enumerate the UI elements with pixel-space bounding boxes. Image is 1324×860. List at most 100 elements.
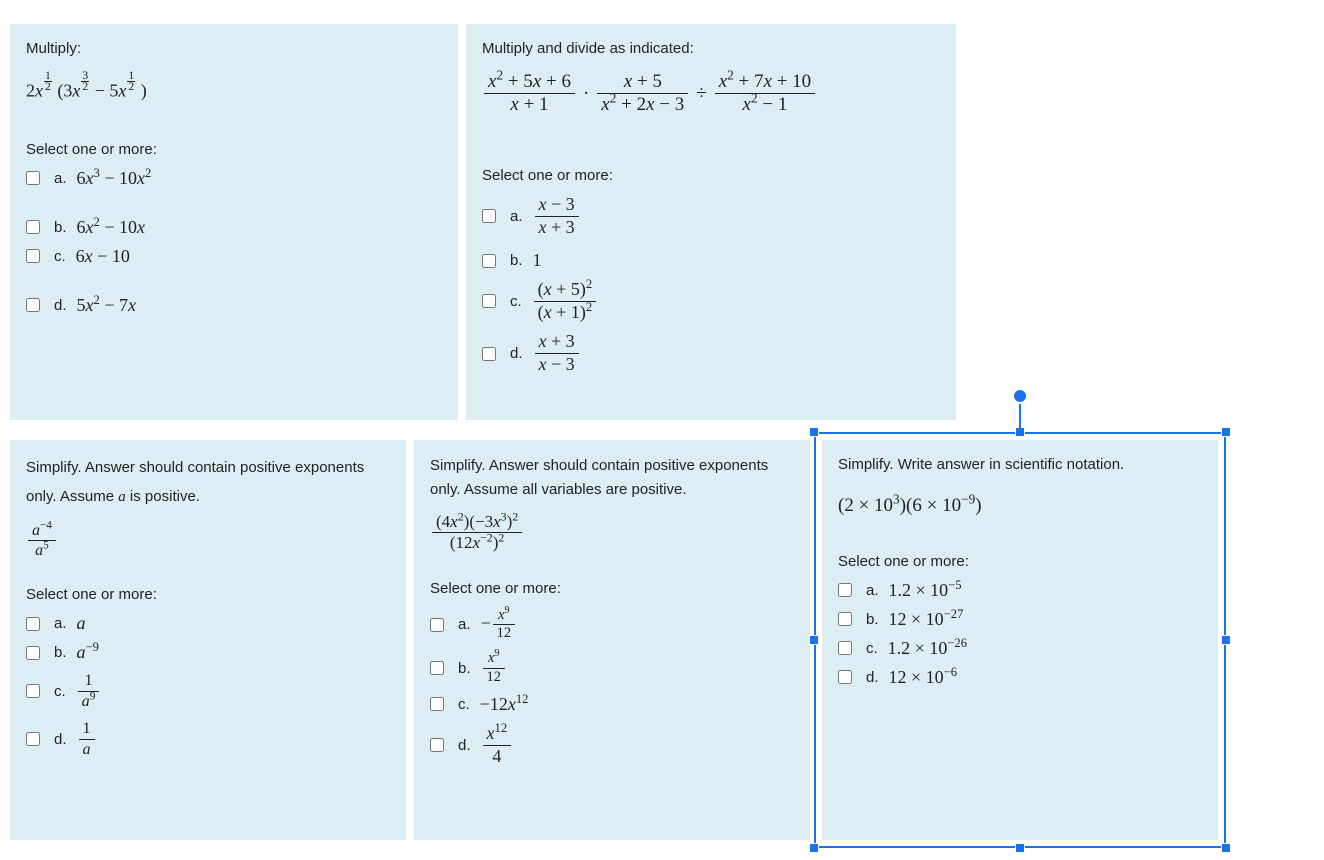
answer-option[interactable]: a. −x912 (430, 607, 794, 643)
select-label: Select one or more: (430, 580, 794, 597)
option-letter: b. (54, 644, 67, 661)
expression: x2 + 5x + 6x + 1·x + 5x2 + 2x − 3÷x2 + 7… (482, 71, 940, 118)
select-label: Select one or more: (26, 141, 442, 158)
handle-sw[interactable] (809, 843, 819, 853)
option-expression: x912 (481, 650, 507, 686)
option-expression: x − 3x + 3 (533, 194, 581, 238)
option-expression: 1a9 (76, 671, 102, 711)
answer-checkbox[interactable] (26, 171, 40, 185)
answer-checkbox[interactable] (430, 697, 444, 711)
answer-checkbox[interactable] (430, 738, 444, 752)
answer-checkbox[interactable] (430, 618, 444, 632)
question-card-1: Multiply: 2x12 (3x32 − 5x12 ) Select one… (10, 24, 458, 420)
answer-checkbox[interactable] (26, 249, 40, 263)
answer-checkbox[interactable] (482, 209, 496, 223)
option-expression: x + 3x − 3 (533, 331, 581, 375)
prompt-text: Simplify. Answer should contain positive… (430, 454, 794, 502)
expression: 2x12 (3x32 − 5x12 ) (26, 71, 442, 101)
answer-option[interactable]: b.1 (482, 250, 940, 271)
select-label: Select one or more: (26, 586, 390, 603)
option-expression: 12 × 10−27 (889, 609, 964, 630)
option-expression: 6x2 − 10x (77, 217, 145, 238)
options-list: a. 1.2 × 10−5 b.12 × 10−27 c.1.2 × 10−26 d.1… (838, 580, 1202, 688)
option-letter: a. (458, 616, 471, 633)
prompt-text: Multiply and divide as indicated: (482, 38, 940, 61)
select-label: Select one or more: (482, 167, 940, 184)
answer-option[interactable]: c.1.2 × 10−26 (838, 638, 1202, 659)
handle-s[interactable] (1015, 843, 1025, 853)
option-letter: c. (458, 696, 470, 713)
option-expression: 12 × 10−6 (889, 667, 958, 688)
option-expression: (x + 5)2(x + 1)2 (532, 279, 598, 323)
answer-checkbox[interactable] (26, 646, 40, 660)
answer-option[interactable]: b. x912 (430, 650, 794, 686)
answer-checkbox[interactable] (838, 670, 852, 684)
option-expression: 1.2 × 10−5 (889, 580, 962, 601)
option-letter: b. (510, 252, 523, 269)
prompt-text: Multiply: (26, 38, 442, 61)
answer-option[interactable]: a. 1.2 × 10−5 (838, 580, 1202, 601)
answer-checkbox[interactable] (482, 347, 496, 361)
answer-checkbox[interactable] (26, 298, 40, 312)
option-letter: d. (510, 345, 523, 362)
answer-checkbox[interactable] (26, 684, 40, 698)
answer-option[interactable]: b.12 × 10−27 (838, 609, 1202, 630)
answer-option[interactable]: a. a (26, 613, 390, 634)
option-expression: 1a (77, 719, 97, 759)
options-list: a.x − 3x + 3 b.1 c. (x + 5)2(x + 1)2 d. x + 3… (482, 194, 940, 376)
option-expression: 6x3 − 10x2 (77, 168, 152, 189)
option-expression: −x912 (481, 607, 518, 643)
option-letter: d. (54, 731, 67, 748)
answer-checkbox[interactable] (26, 220, 40, 234)
answer-option[interactable]: b. 6x2 − 10x (26, 217, 442, 238)
question-card-4: Simplify. Answer should contain positive… (414, 440, 810, 840)
expression: (2 × 103)(6 × 10−9) (838, 495, 1202, 517)
option-letter: c. (510, 293, 522, 310)
answer-checkbox[interactable] (838, 612, 852, 626)
answer-checkbox[interactable] (482, 254, 496, 268)
handle-w[interactable] (809, 635, 819, 645)
handle-nw[interactable] (809, 427, 819, 437)
answer-option[interactable]: d. x + 3x − 3 (482, 331, 940, 375)
answer-option[interactable]: d. 1a (26, 719, 390, 759)
option-letter: a. (54, 170, 67, 187)
option-letter: b. (458, 660, 471, 677)
answer-checkbox[interactable] (838, 583, 852, 597)
answer-option[interactable]: c. −12x12 (430, 694, 794, 715)
option-letter: c. (54, 683, 66, 700)
options-list: a. 6x3 − 10x2 b. 6x2 − 10x c.6x − 10 d.5x2 − … (26, 168, 442, 316)
option-expression: 5x2 − 7x (77, 295, 136, 316)
answer-option[interactable]: a.x − 3x + 3 (482, 194, 940, 238)
answer-checkbox[interactable] (430, 661, 444, 675)
answer-option[interactable]: d.5x2 − 7x (26, 295, 442, 316)
expression: (4x2)(−3x3)2(12x−2)2 (430, 512, 794, 554)
option-letter: d. (458, 737, 471, 754)
handle-se[interactable] (1221, 843, 1231, 853)
option-expression: a−9 (77, 642, 99, 663)
rotation-handle[interactable] (1012, 388, 1028, 404)
select-label: Select one or more: (838, 553, 1202, 570)
option-letter: c. (54, 248, 66, 265)
answer-checkbox[interactable] (26, 732, 40, 746)
option-letter: b. (54, 219, 67, 236)
option-letter: a. (54, 615, 67, 632)
expression: a−4a5 (26, 521, 390, 560)
answer-option[interactable]: d. x124 (430, 723, 794, 767)
option-expression: x124 (481, 723, 514, 767)
handle-e[interactable] (1221, 635, 1231, 645)
option-expression: −12x12 (480, 694, 529, 715)
prompt-text: Simplify. Answer should contain positive… (26, 454, 390, 511)
answer-option[interactable]: d.12 × 10−6 (838, 667, 1202, 688)
answer-option[interactable]: b. a−9 (26, 642, 390, 663)
answer-checkbox[interactable] (26, 617, 40, 631)
option-expression: a (77, 613, 86, 634)
answer-checkbox[interactable] (838, 641, 852, 655)
answer-checkbox[interactable] (482, 294, 496, 308)
handle-ne[interactable] (1221, 427, 1231, 437)
options-list: a. −x912 b. x912 c. −12x12 d. x124 (430, 607, 794, 767)
option-letter: a. (866, 582, 879, 599)
answer-option[interactable]: c. 1a9 (26, 671, 390, 711)
answer-option[interactable]: c.6x − 10 (26, 246, 442, 267)
answer-option[interactable]: a. 6x3 − 10x2 (26, 168, 442, 189)
answer-option[interactable]: c. (x + 5)2(x + 1)2 (482, 279, 940, 323)
